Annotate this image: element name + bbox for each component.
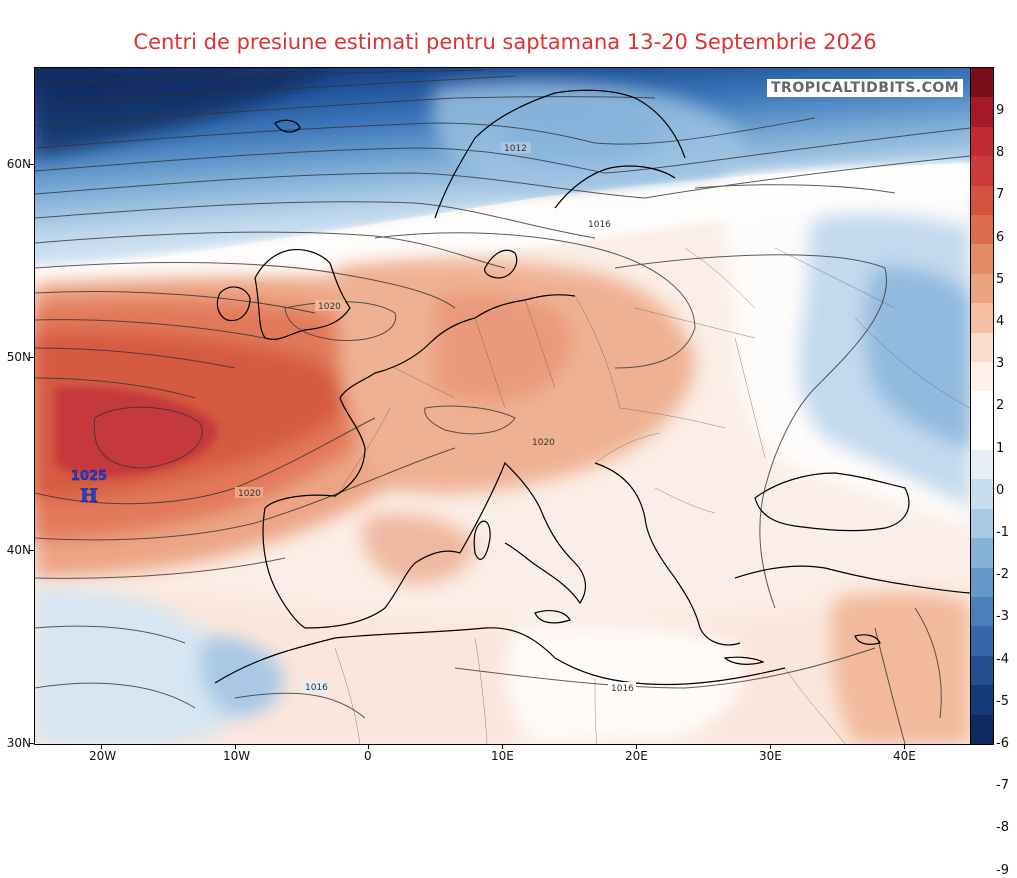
pressure-anomaly-map: 1012 1016 1020 1020 1020 1016 1016 1025 … — [34, 67, 971, 745]
lon-label-30e: 30E — [759, 749, 782, 763]
lat-tick — [29, 164, 34, 165]
colorbar-segment — [971, 714, 993, 745]
lat-label-60n: 60N — [6, 157, 31, 171]
colorbar-segment — [971, 626, 993, 657]
colorbar-label: -6 — [996, 736, 1009, 751]
colorbar-segment — [971, 156, 993, 187]
isobar-label: 1020 — [318, 302, 341, 312]
colorbar-segment — [971, 655, 993, 686]
colorbar-label: 6 — [996, 229, 1005, 245]
colorbar-label: -2 — [996, 567, 1009, 583]
colorbar-segment — [971, 244, 993, 275]
isobar-label: 1020 — [238, 489, 261, 499]
watermark: TROPICALTIDBITS.COM — [767, 79, 964, 97]
isobar-label: 1016 — [611, 684, 634, 694]
colorbar-segment — [971, 479, 993, 510]
colorbar-label: 2 — [996, 398, 1005, 414]
colorbar-label: -8 — [996, 820, 1009, 836]
colorbar-segment — [971, 214, 993, 245]
colorbar-label: -3 — [996, 609, 1009, 625]
colorbar-label: 1 — [996, 440, 1005, 456]
lon-label-10e: 10E — [491, 749, 514, 763]
colorbar-segment — [971, 332, 993, 363]
colorbar-segment — [971, 567, 993, 598]
lat-tick — [29, 357, 34, 358]
isobar-label: 1012 — [504, 144, 527, 154]
colorbar-segment — [971, 273, 993, 304]
lon-tick — [904, 744, 905, 749]
colorbar-label: 0 — [996, 482, 1005, 498]
colorbar-segment — [971, 68, 993, 98]
lat-label-50n: 50N — [6, 350, 31, 364]
colorbar-label: 8 — [996, 145, 1005, 161]
high-center-letter: H — [80, 485, 98, 507]
colorbar-label: 7 — [996, 187, 1005, 203]
colorbar-segment — [971, 597, 993, 627]
colorbar-segment — [971, 420, 993, 451]
colorbar — [970, 67, 994, 745]
colorbar-segment — [971, 185, 993, 216]
colorbar-segment — [971, 361, 993, 392]
colorbar-segment — [971, 685, 993, 716]
lat-tick — [29, 743, 34, 744]
lon-tick — [235, 744, 236, 749]
colorbar-label: 3 — [996, 356, 1005, 372]
lon-label-0: 0 — [364, 749, 372, 763]
lat-tick — [29, 550, 34, 551]
lon-label-20w: 20W — [89, 749, 117, 763]
colorbar-segment — [971, 508, 993, 539]
lon-tick — [636, 744, 637, 749]
lon-label-10w: 10W — [223, 749, 251, 763]
lon-label-20e: 20E — [625, 749, 648, 763]
colorbar-label: -1 — [996, 525, 1009, 540]
colorbar-label: 9 — [996, 103, 1005, 118]
lat-label-40n: 40N — [6, 543, 31, 557]
lon-tick — [770, 744, 771, 749]
lon-tick — [502, 744, 503, 749]
lat-label-30n: 30N — [6, 736, 31, 750]
colorbar-label: -4 — [996, 651, 1009, 667]
isobar-label: 1020 — [532, 438, 555, 448]
colorbar-label: 5 — [996, 271, 1005, 287]
map-title: Centri de presiune estimati pentru sapta… — [133, 30, 877, 54]
colorbar-segment — [971, 126, 993, 157]
lon-tick — [101, 744, 102, 749]
colorbar-label: -5 — [996, 693, 1009, 709]
colorbar-label: -7 — [996, 778, 1009, 794]
lon-label-40e: 40E — [893, 749, 916, 763]
colorbar-segment — [971, 538, 993, 569]
colorbar-segment — [971, 450, 993, 480]
colorbar-label: -9 — [996, 862, 1009, 878]
isobar-label: 1016 — [588, 220, 611, 230]
colorbar-label: 4 — [996, 314, 1005, 329]
isobar-label: 1016 — [305, 683, 328, 693]
lon-tick — [368, 744, 369, 749]
colorbar-segment — [971, 97, 993, 128]
high-center-value: 1025 — [71, 469, 107, 484]
colorbar-segment — [971, 303, 993, 334]
colorbar-segment — [971, 391, 993, 422]
